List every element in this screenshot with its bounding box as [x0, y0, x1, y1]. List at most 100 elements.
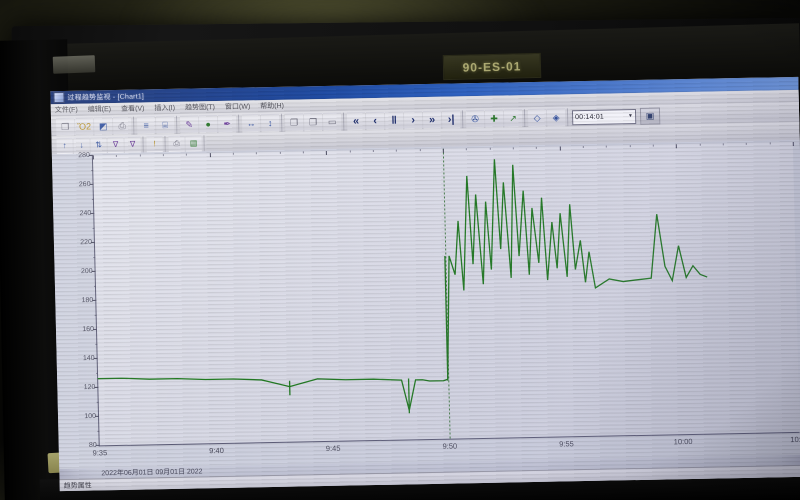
y-axis-minor-tick	[93, 285, 96, 287]
comment-icon[interactable]: ❐	[284, 113, 304, 132]
chevron-down-icon[interactable]: ▼	[627, 113, 634, 120]
filter-clear-icon[interactable]: ∇	[124, 136, 141, 153]
chart-area: 280 260 240 220 200 180 160 140 120 100 80 9:35 9:40…	[51, 139, 800, 470]
bezel-tab-sticker	[52, 55, 96, 74]
pen-tool-icon[interactable]: ✎	[179, 115, 199, 134]
x-axis-minor-tick	[699, 143, 701, 146]
equipment-tag-sticker: 90-ES-01	[442, 52, 542, 81]
x-axis-minor-tick	[162, 154, 164, 157]
plot-canvas[interactable]: 280 260 240 220 200 180 160 140 120 100 80 9:35 9:40…	[78, 141, 800, 457]
x-axis-tick-mark	[92, 155, 94, 160]
toolbar-group: ✇ ✚ ↗	[463, 109, 526, 129]
scale-pen-icon[interactable]: ↗	[503, 109, 523, 128]
x-axis-tick-label: 10:05	[790, 434, 800, 445]
zoom-out-icon[interactable]: ◇	[527, 108, 547, 128]
x-axis-minor-tick	[396, 149, 398, 152]
x-axis-tick-label: 9:40	[209, 445, 224, 456]
y-axis-tick-mark	[92, 328, 97, 330]
x-axis-minor-tick	[279, 151, 281, 154]
status-left-text: 趋势属性	[63, 482, 92, 491]
marker-icon[interactable]: ✒	[217, 114, 237, 134]
monitor-screen: 过程趋势监视 - [Chart1] 文件(F) 编辑(E) 查看(V) 插入(I) 趋势…	[50, 76, 800, 492]
toolbar-group: ❐ ❐ ▭	[282, 112, 345, 132]
last-record-icon[interactable]: ›|	[441, 110, 461, 129]
menu-item-6[interactable]: 帮助(H)	[260, 102, 285, 111]
annotation-icon[interactable]: ❐	[303, 113, 323, 132]
export-icon[interactable]: ⎙	[168, 135, 185, 152]
x-axis-minor-tick	[419, 149, 421, 152]
x-axis-minor-tick	[746, 142, 748, 145]
y-axis-minor-tick	[92, 227, 95, 229]
toolbar-group: ✎ ● ✒	[177, 114, 240, 134]
expand-vertical-icon[interactable]: ↕	[260, 113, 280, 133]
x-axis-minor-tick	[769, 142, 771, 145]
sort-ascending-icon[interactable]: ↑	[56, 137, 73, 155]
y-axis-tick-mark	[95, 415, 100, 417]
menu-item-2[interactable]: 查看(V)	[121, 105, 145, 113]
note-icon[interactable]: ▭	[322, 112, 342, 132]
x-axis-minor-tick	[512, 147, 514, 150]
open-file-icon[interactable]: Ὄ2	[74, 117, 94, 136]
new-file-icon[interactable]: ❐	[55, 117, 75, 137]
x-axis-minor-tick	[582, 146, 584, 149]
toolbar-group: ⎙ ▤	[166, 135, 205, 153]
y-axis-tick-mark	[93, 357, 98, 359]
fast-forward-icon[interactable]: »	[422, 110, 442, 130]
menu-item-0[interactable]: 文件(F)	[54, 106, 78, 115]
previous-record-icon[interactable]: ‹	[365, 111, 385, 131]
x-axis-tick-label: 9:50	[442, 441, 458, 451]
y-axis-tick-mark	[90, 212, 95, 214]
x-axis-minor-tick	[466, 148, 468, 151]
alarm-icon[interactable]: !	[146, 136, 163, 153]
x-axis-tick-label: 9:35	[92, 448, 108, 458]
x-axis-minor-tick	[652, 144, 654, 147]
menu-item-4[interactable]: 趋势图(T)	[184, 104, 216, 112]
x-axis-tick-mark	[442, 148, 444, 153]
menu-item-3[interactable]: 插入(I)	[154, 104, 176, 113]
print-icon[interactable]: ⎙	[112, 116, 132, 136]
x-axis-minor-tick	[629, 145, 631, 148]
zoom-in-icon[interactable]: ◈	[546, 108, 566, 127]
properties-icon[interactable]: ▤	[185, 135, 202, 152]
filter-icon[interactable]: ∇	[107, 136, 124, 154]
y-axis-minor-tick	[95, 343, 98, 345]
x-axis-tick-label: 10:00	[673, 436, 693, 447]
toolbar-group: ◇ ◈	[525, 108, 569, 128]
expand-horizontal-icon[interactable]: ↔	[241, 114, 261, 133]
downward-spike-2	[407, 378, 411, 414]
x-axis-minor-tick	[139, 154, 141, 157]
x-axis-minor-tick	[186, 153, 188, 156]
pause-playback-icon[interactable]: ‖	[384, 111, 404, 130]
y-axis-minor-tick	[95, 372, 99, 374]
list-view-icon[interactable]: ≡	[136, 116, 156, 135]
time-span-dropdown[interactable]: 00:14:01 ▼	[571, 108, 637, 125]
x-axis-minor-tick	[116, 154, 118, 157]
x-axis-tick-mark	[676, 144, 678, 149]
y-axis-tick-mark	[94, 386, 99, 388]
sort-custom-icon[interactable]: ⇅	[90, 137, 107, 154]
y-axis-minor-tick	[96, 401, 99, 403]
y-axis-minor-tick	[97, 430, 100, 432]
columns-icon[interactable]: ⌸	[155, 115, 175, 135]
y-axis-minor-tick	[93, 256, 96, 258]
add-pen-icon[interactable]: ✚	[484, 109, 504, 128]
x-axis-tick-mark	[209, 153, 211, 158]
x-axis-minor-tick	[232, 152, 234, 155]
menu-item-1[interactable]: 编辑(E)	[87, 106, 112, 114]
first-record-icon[interactable]: «	[346, 112, 366, 131]
x-axis-minor-tick	[349, 150, 351, 153]
next-record-icon[interactable]: ›	[403, 111, 423, 130]
trend-chart-icon[interactable]: ✇	[465, 109, 485, 129]
x-axis-minor-tick	[256, 152, 258, 155]
time-span-value: 00:14:01	[575, 113, 605, 121]
save-icon[interactable]: ◩	[93, 117, 113, 136]
x-axis-minor-tick	[606, 145, 608, 148]
color-fill-icon[interactable]: ●	[198, 115, 218, 134]
menu-item-5[interactable]: 窗口(W)	[224, 103, 251, 111]
x-axis-minor-tick	[302, 151, 304, 154]
snapshot-camera-button[interactable]: ▣	[639, 107, 661, 125]
series-line-TIC-1900-PV	[97, 159, 708, 411]
toolbar-group: ≡ ⌸	[134, 115, 178, 135]
y-axis-minor-tick	[91, 198, 94, 200]
x-axis-tick-mark	[792, 141, 794, 146]
